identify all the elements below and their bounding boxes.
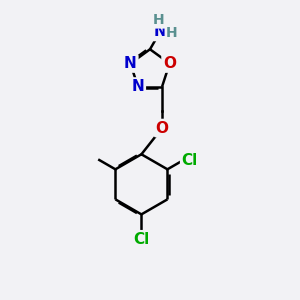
Text: Cl: Cl	[133, 232, 149, 247]
Text: N: N	[154, 24, 166, 39]
Text: O: O	[163, 56, 176, 71]
Text: O: O	[156, 121, 169, 136]
Text: H: H	[166, 26, 178, 40]
Text: N: N	[131, 79, 144, 94]
Text: Cl: Cl	[182, 152, 198, 167]
Text: H: H	[153, 13, 164, 27]
Text: N: N	[124, 56, 137, 71]
